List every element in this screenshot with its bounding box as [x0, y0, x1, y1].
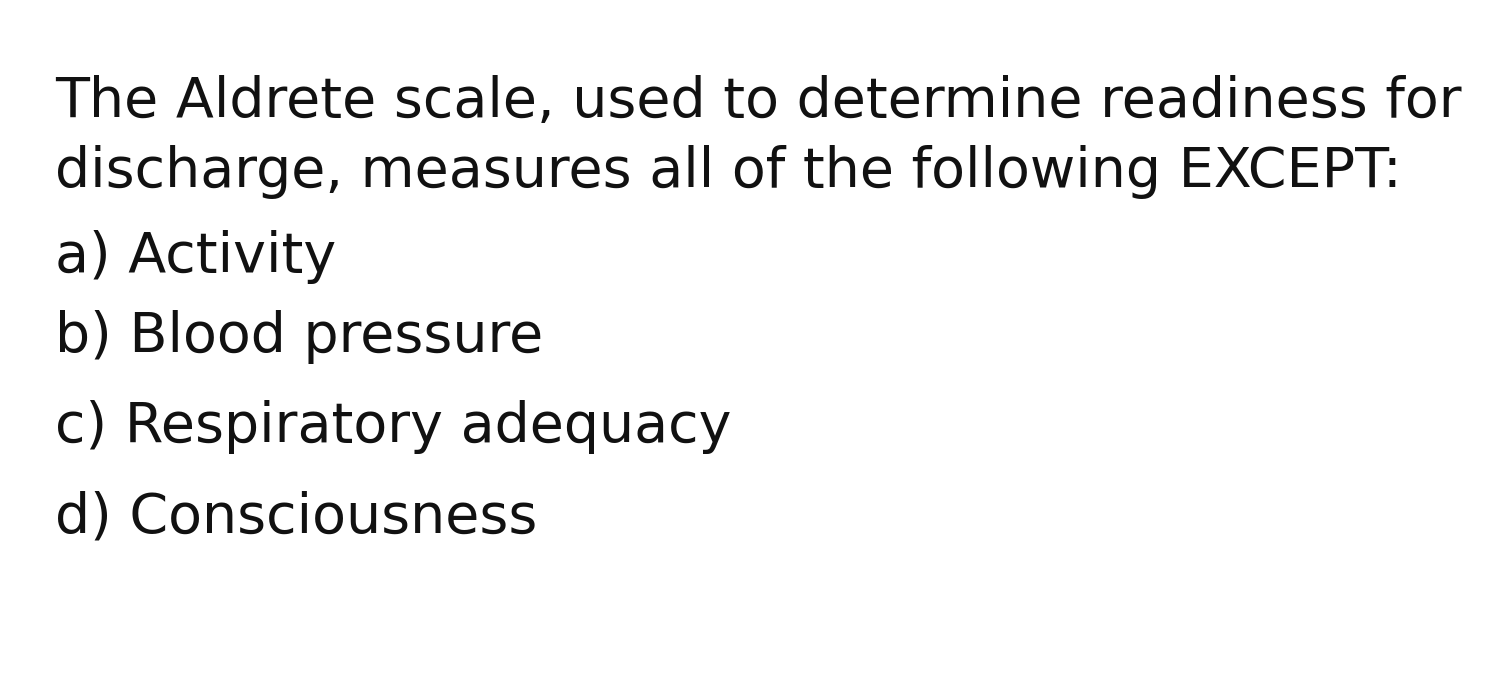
Text: c) Respiratory adequacy: c) Respiratory adequacy	[56, 400, 732, 454]
Text: b) Blood pressure: b) Blood pressure	[56, 310, 543, 364]
Text: The Aldrete scale, used to determine readiness for: The Aldrete scale, used to determine rea…	[56, 75, 1461, 129]
Text: discharge, measures all of the following EXCEPT:: discharge, measures all of the following…	[56, 145, 1401, 199]
Text: d) Consciousness: d) Consciousness	[56, 490, 537, 544]
Text: a) Activity: a) Activity	[56, 230, 336, 284]
